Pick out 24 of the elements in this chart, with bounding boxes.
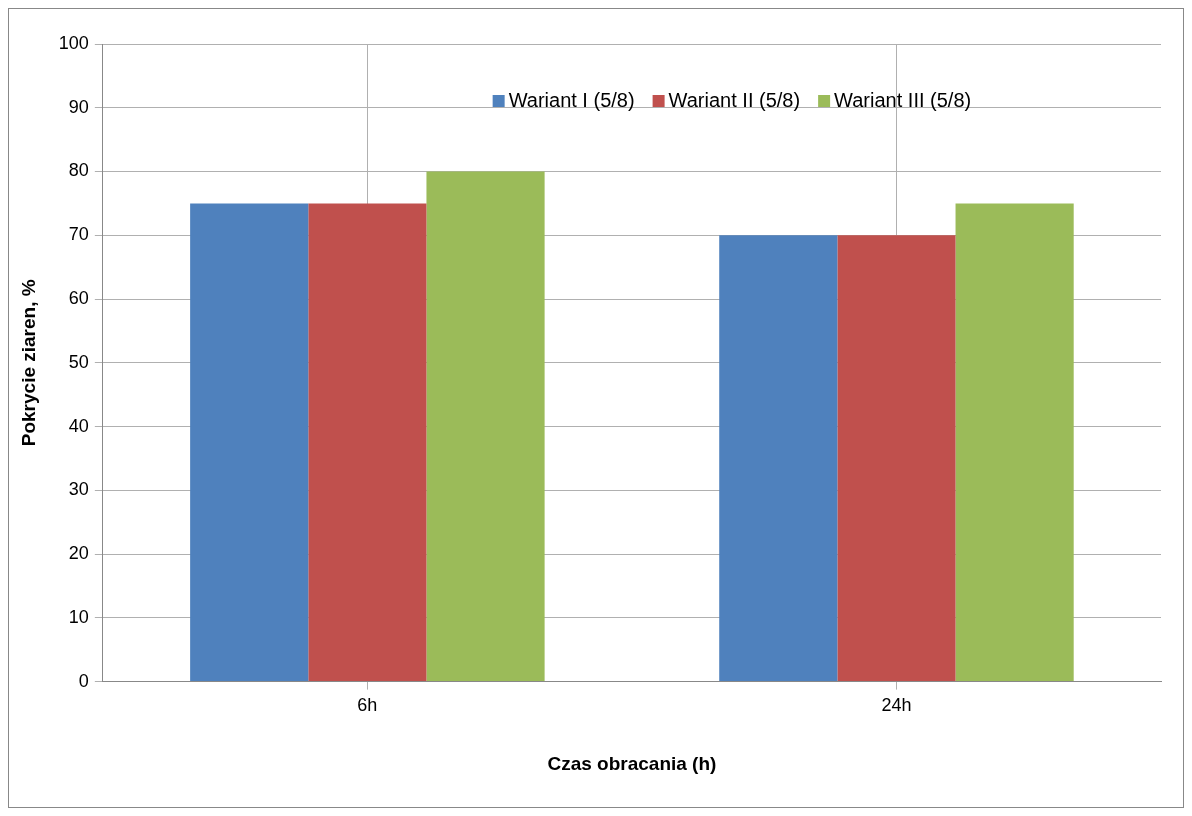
- y-tick-label: 0: [78, 670, 89, 691]
- bar: [955, 203, 1074, 682]
- y-tick-label: 60: [68, 288, 89, 309]
- legend-label: Wariant I (5/8): [508, 88, 635, 111]
- bar: [308, 203, 427, 682]
- y-axis-title: Pokrycie ziaren, %: [17, 279, 39, 447]
- bar: [190, 203, 309, 682]
- y-tick-label: 40: [68, 415, 89, 436]
- y-tick-label: 80: [68, 160, 89, 181]
- bar: [426, 171, 545, 682]
- y-tick-label: 70: [68, 224, 89, 245]
- y-tick-label: 10: [68, 606, 89, 627]
- y-tick-label: 100: [58, 32, 89, 53]
- legend-label: Wariant III (5/8): [834, 88, 972, 111]
- y-tick-label: 90: [68, 96, 89, 117]
- y-tick-label: 50: [68, 351, 89, 372]
- x-tick-label: 6h: [357, 695, 378, 716]
- x-axis-title: Czas obracania (h): [547, 752, 717, 774]
- legend-label: Wariant II (5/8): [668, 88, 801, 111]
- y-tick-label: 20: [68, 543, 89, 564]
- x-tick-label: 24h: [881, 695, 912, 716]
- bar: [719, 235, 838, 682]
- bar: [837, 235, 956, 682]
- y-tick-label: 30: [68, 479, 89, 500]
